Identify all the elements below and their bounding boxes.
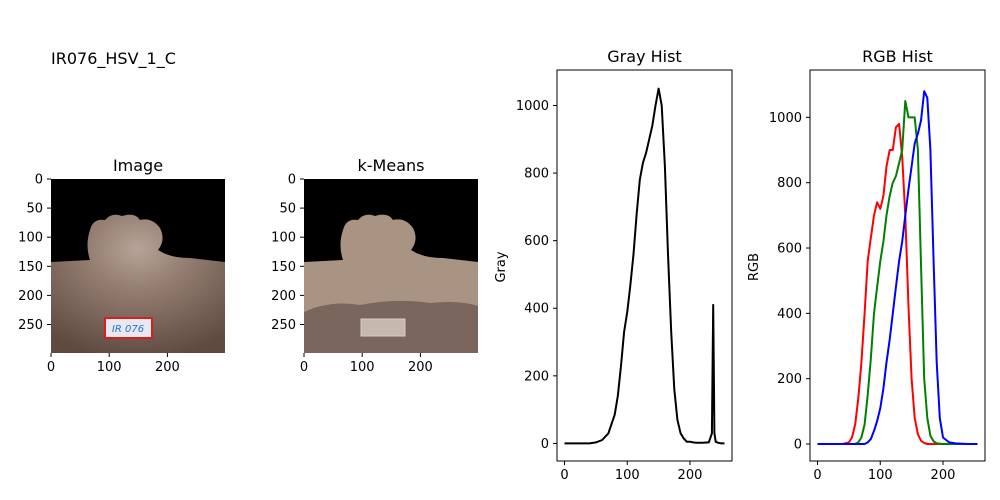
y-tick-label: 200 [777,372,802,387]
y-tick-label: 250 [18,318,43,333]
y-tick-label: 400 [777,307,802,322]
y-tick-label: 1000 [516,99,549,114]
kmeans-image [304,179,478,353]
photo-label-text: IR 076 [112,324,144,335]
x-tick-label: 100 [97,360,122,375]
x-tick-label: 200 [408,360,433,375]
series-line-0 [817,122,978,445]
y-tick-label: 200 [271,289,296,304]
figure-title: IR076_HSV_1_C [51,49,176,69]
y-tick-label: 1000 [769,111,802,126]
series-line-1 [817,100,978,445]
x-tick-label: 0 [813,468,821,483]
panel-gray-hist: Gray Hist Gray 0 100 200 0 200 400 600 800 1000 [494,47,733,483]
y-tick-label: 50 [279,202,296,217]
axes-image: 0 100 200 0 50 100 150 200 250 [18,173,180,376]
x-tick-label: 100 [615,468,640,483]
y-tick-label: 400 [524,302,549,317]
y-tick-label: 0 [794,438,802,453]
panel-title-kmeans: k-Means [358,156,425,175]
axes-kmeans: 0 100 200 0 50 100 150 200 250 [271,173,433,376]
y-tick-label: 0 [35,173,43,188]
x-tick-label: 0 [47,360,55,375]
y-tick-label: 600 [524,234,549,249]
x-tick-label: 200 [678,468,703,483]
panel-image: Image IR 076 0 100 200 0 50 100 150 200 250 [18,156,225,375]
axes-frame [556,69,733,462]
x-tick-label: 200 [155,360,180,375]
y-axis-label-rgb: RGB [747,253,762,281]
x-tick-label: 0 [560,468,568,483]
x-tick-label: 100 [350,360,375,375]
x-tick-label: 200 [931,468,956,483]
y-tick-label: 800 [777,176,802,191]
panel-kmeans: k-Means 0 100 200 0 50 100 150 200 250 [271,156,478,375]
panel-rgb-hist: RGB Hist RGB 0 100 200 0 200 400 600 800 1000 [747,47,986,483]
y-tick-label: 600 [777,242,802,257]
y-tick-label: 0 [541,437,549,452]
y-tick-label: 0 [288,173,296,188]
photo-label-card [104,317,153,339]
y-tick-label: 150 [18,260,43,275]
axes-rgb-hist: 0 100 200 0 200 400 600 800 1000 [769,69,986,483]
axes-gray-hist: 0 100 200 0 200 400 600 800 1000 [516,69,733,483]
chart-title-gray-hist: Gray Hist [607,47,681,66]
y-tick-label: 250 [271,318,296,333]
y-tick-label: 100 [18,231,43,246]
x-tick-label: 0 [300,360,308,375]
y-axis-label-gray: Gray [494,251,509,282]
y-tick-label: 100 [271,231,296,246]
series-line-2 [817,90,978,445]
photo-skin [51,214,225,353]
axes-frame [809,69,986,462]
y-tick-label: 200 [18,289,43,304]
y-tick-label: 200 [524,369,549,384]
y-tick-label: 150 [271,260,296,275]
photo-image: IR 076 [51,179,225,353]
y-tick-label: 800 [524,167,549,182]
x-tick-label: 100 [868,468,893,483]
series-line-0 [564,87,725,445]
kmeans-label-region [360,318,406,337]
panel-title-image: Image [113,156,163,175]
y-tick-label: 50 [26,202,43,217]
chart-title-rgb-hist: RGB Hist [862,47,933,66]
